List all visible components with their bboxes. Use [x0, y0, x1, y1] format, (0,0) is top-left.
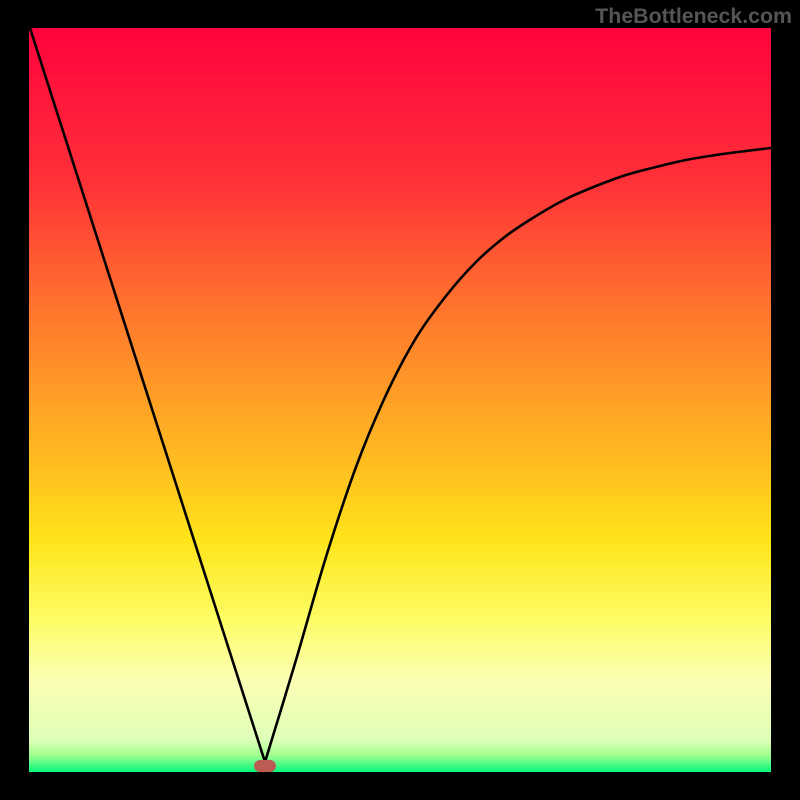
- plot-area: [29, 28, 771, 772]
- minimum-marker: [254, 760, 276, 772]
- watermark-text: TheBottleneck.com: [595, 4, 792, 29]
- chart-canvas: [0, 0, 800, 800]
- figure-root: TheBottleneck.com: [0, 0, 800, 800]
